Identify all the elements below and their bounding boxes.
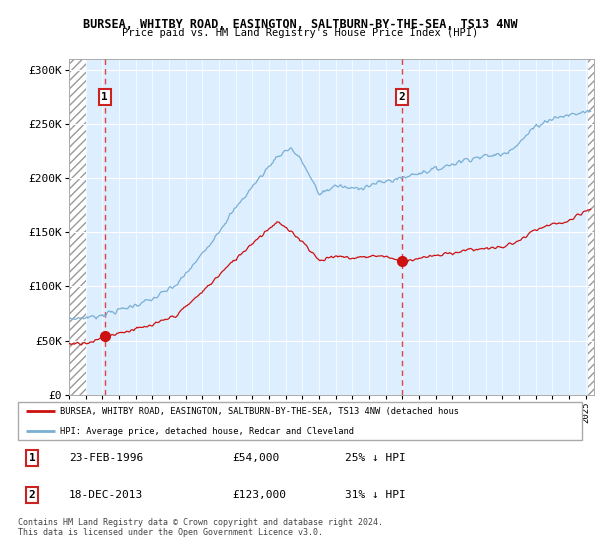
- Bar: [69, 59, 86, 395]
- Bar: [588, 59, 594, 395]
- Text: Price paid vs. HM Land Registry's House Price Index (HPI): Price paid vs. HM Land Registry's House …: [122, 28, 478, 38]
- Text: 1: 1: [101, 92, 108, 102]
- Text: 1: 1: [29, 453, 35, 463]
- Text: £123,000: £123,000: [232, 490, 286, 500]
- Text: 2: 2: [29, 490, 35, 500]
- Text: 23-FEB-1996: 23-FEB-1996: [69, 453, 143, 463]
- Text: 31% ↓ HPI: 31% ↓ HPI: [345, 490, 406, 500]
- Text: 2: 2: [398, 92, 405, 102]
- Text: BURSEA, WHITBY ROAD, EASINGTON, SALTBURN-BY-THE-SEA, TS13 4NW (detached hous: BURSEA, WHITBY ROAD, EASINGTON, SALTBURN…: [60, 407, 460, 416]
- FancyBboxPatch shape: [18, 402, 582, 440]
- Text: HPI: Average price, detached house, Redcar and Cleveland: HPI: Average price, detached house, Redc…: [60, 427, 354, 436]
- Text: BURSEA, WHITBY ROAD, EASINGTON, SALTBURN-BY-THE-SEA, TS13 4NW: BURSEA, WHITBY ROAD, EASINGTON, SALTBURN…: [83, 18, 517, 31]
- Text: 25% ↓ HPI: 25% ↓ HPI: [345, 453, 406, 463]
- Text: Contains HM Land Registry data © Crown copyright and database right 2024.: Contains HM Land Registry data © Crown c…: [18, 518, 383, 527]
- Text: 18-DEC-2013: 18-DEC-2013: [69, 490, 143, 500]
- Text: This data is licensed under the Open Government Licence v3.0.: This data is licensed under the Open Gov…: [18, 528, 323, 537]
- Text: £54,000: £54,000: [232, 453, 280, 463]
